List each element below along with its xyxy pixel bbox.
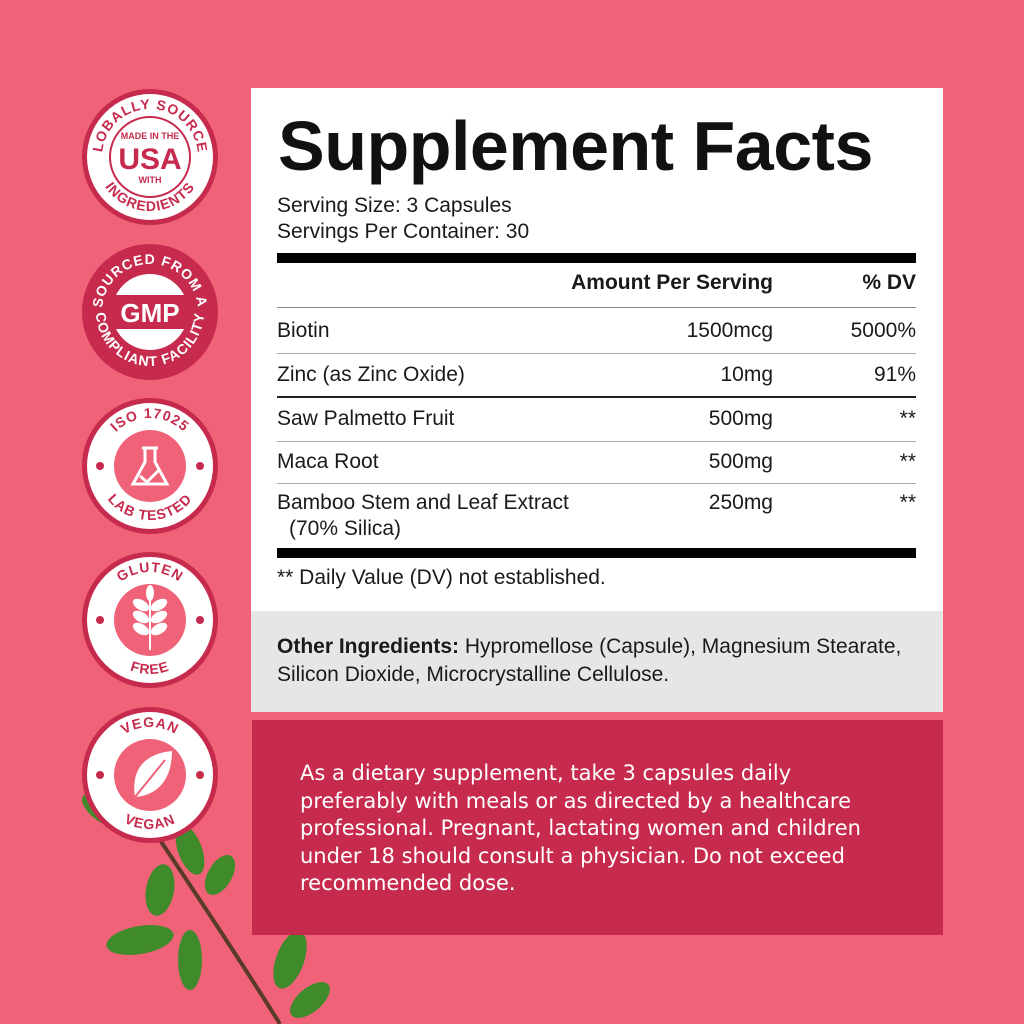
- row-name-sub: (70% Silica): [289, 517, 402, 540]
- plant-branch-image: [81, 793, 330, 1024]
- row-dv: 5000%: [850, 319, 916, 342]
- row-amount: 500mg: [708, 407, 773, 430]
- svg-text:FREE: FREE: [129, 658, 171, 677]
- row-dv: 91%: [873, 363, 916, 386]
- row-amount: 500mg: [708, 450, 773, 473]
- row-dv: **: [899, 491, 916, 514]
- badge: MADE IN THE USA WITH GLOBALLY SOURCED IN…: [80, 87, 218, 225]
- other-ingredients: Other Ingredients: Hypromellose (Capsule…: [251, 611, 943, 712]
- header-amount: Amount Per Serving: [571, 271, 773, 294]
- row-name: Bamboo Stem and Leaf Extract: [277, 491, 569, 514]
- serving-size: Serving Size: 3 Capsules: [277, 194, 512, 217]
- directions-text: As a dietary supplement, take 3 capsules…: [300, 761, 861, 895]
- divider: [277, 353, 916, 354]
- badge: ISO 17025 LAB TESTED: [82, 398, 218, 534]
- other-ingredients-label: Other Ingredients:: [277, 635, 460, 658]
- leaf-icon: [134, 751, 172, 798]
- divider: [277, 396, 916, 398]
- badge-text: GMP: [120, 298, 179, 328]
- divider: [277, 307, 916, 308]
- badge: VEGAN VEGAN: [82, 707, 218, 843]
- badge: GMP SOURCED FROM A COMPLIANT FACILITY: [82, 244, 218, 380]
- badge-bottom-text: FREE: [129, 658, 170, 677]
- row-amount: 1500mcg: [686, 319, 773, 342]
- servings-per-container: Servings Per Container: 30: [277, 220, 530, 243]
- row-name: Zinc (as Zinc Oxide): [277, 363, 465, 386]
- flask-check-icon: [130, 446, 170, 486]
- directions-box: As a dietary supplement, take 3 capsules…: [252, 720, 943, 935]
- row-name: Biotin: [277, 319, 330, 342]
- row-amount: 10mg: [720, 363, 773, 386]
- badge-top-text: VEGAN: [118, 714, 181, 737]
- badge-text: WITH: [139, 175, 162, 185]
- row-amount: 250mg: [708, 491, 773, 514]
- wheat-icon: [132, 585, 168, 650]
- badge-text: USA: [118, 143, 181, 176]
- badge-text: MADE IN THE: [121, 131, 180, 141]
- row-dv: **: [899, 407, 916, 430]
- row-name: Maca Root: [277, 450, 379, 473]
- divider: [277, 441, 916, 442]
- svg-text:VEGAN: VEGAN: [122, 810, 177, 832]
- divider: [277, 483, 916, 484]
- divider: [277, 548, 916, 558]
- other-ingredients-text: Hypromellose (Capsule), Magnesium Steara…: [277, 635, 902, 686]
- badge-bottom-text: VEGAN: [122, 810, 176, 832]
- page-title: Supplement Facts: [278, 107, 873, 185]
- divider: [277, 253, 916, 263]
- svg-text:VEGAN: VEGAN: [118, 714, 182, 737]
- row-name: Saw Palmetto Fruit: [277, 407, 455, 430]
- supplement-facts-panel: Supplement Facts Serving Size: 3 Capsule…: [251, 88, 943, 611]
- header-dv: % DV: [862, 271, 916, 294]
- footnote: ** Daily Value (DV) not established.: [277, 566, 606, 589]
- badge: GLUTEN FREE: [82, 552, 218, 688]
- row-dv: **: [899, 450, 916, 473]
